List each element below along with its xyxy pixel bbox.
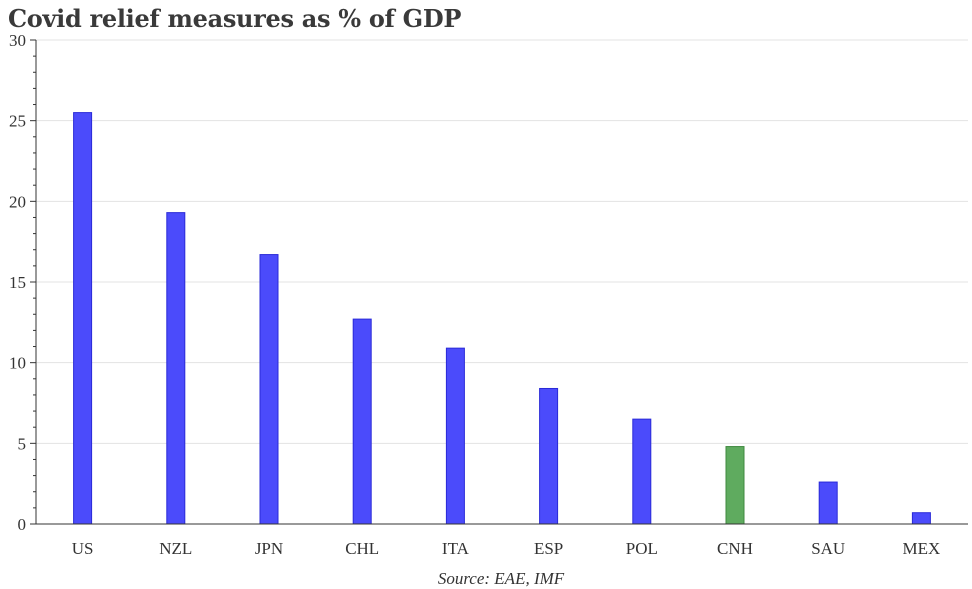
y-tick-label: 5: [18, 434, 27, 453]
x-tick-label: POL: [626, 539, 658, 558]
bar-cnh: [725, 446, 745, 525]
x-tick-label: ITA: [442, 539, 470, 558]
source-note: Source: EAE, IMF: [438, 569, 565, 588]
axes: 0 5 10 15 20 25 30 US NZL JPN CHL ITA ESP POL CNH SAU ME…: [9, 31, 968, 558]
y-tick-label: 20: [9, 192, 26, 211]
bar-chl: [352, 318, 372, 525]
bar-ita: [445, 347, 465, 525]
x-tick-label: ESP: [534, 539, 563, 558]
y-tick-label: 15: [9, 273, 26, 292]
x-tick-label: SAU: [811, 539, 845, 558]
chart-title: Covid relief measures as % of GDP: [8, 4, 462, 33]
y-tick-label: 0: [18, 515, 27, 534]
x-tick-label: JPN: [255, 539, 283, 558]
bar-sau: [818, 481, 838, 525]
bar-nzl: [166, 212, 186, 525]
bar-mex: [911, 512, 931, 525]
x-tick-label: NZL: [159, 539, 192, 558]
gridlines: [36, 39, 968, 444]
x-tick-label: US: [72, 539, 94, 558]
bars: [73, 112, 931, 525]
x-tick-label: CNH: [717, 539, 753, 558]
y-tick-label: 10: [9, 354, 26, 373]
y-tick-label: 30: [9, 31, 26, 50]
y-tick-label: 25: [9, 112, 26, 131]
bar-esp: [539, 387, 559, 525]
x-tick-label: CHL: [345, 539, 379, 558]
bar-jpn: [259, 254, 279, 525]
bar-pol: [632, 418, 652, 525]
bar-us: [73, 112, 93, 525]
x-tick-label: MEX: [903, 539, 941, 558]
